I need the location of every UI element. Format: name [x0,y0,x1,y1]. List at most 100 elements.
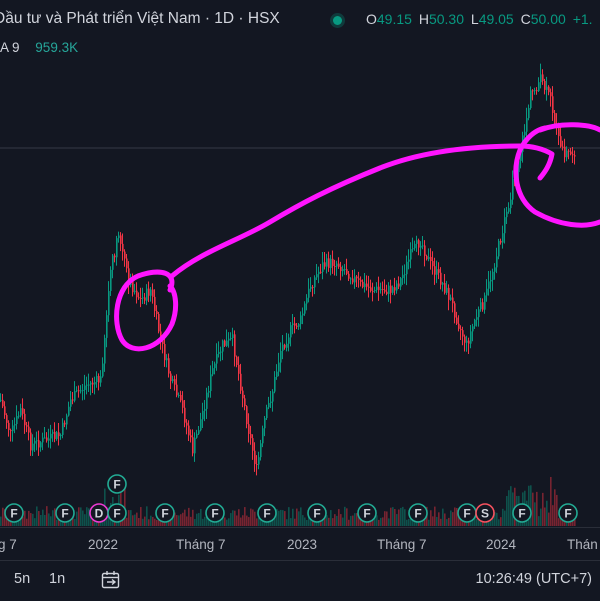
range-1y-button[interactable]: 1n [49,571,66,587]
candle-body [204,408,206,411]
time-axis[interactable]: g 7 2022 Tháng 7 2023 Tháng 7 2024 Thán [0,527,600,560]
candle-body [382,289,384,291]
volume-bar [306,519,308,526]
candle-body [156,311,158,315]
candle-body [50,433,52,439]
split-marker[interactable]: S [475,503,495,523]
candle-body [428,256,430,260]
volume-bar [430,510,432,526]
candle-body [384,289,386,292]
candle-body [0,399,2,401]
range-5y-button[interactable]: 5n [14,571,31,587]
event-markers[interactable]: F F D FFF F F F F F F S F F [4,474,578,523]
candle-body [236,356,238,365]
earnings-marker[interactable]: F [512,503,532,523]
candle-body [460,328,462,331]
volume-bar [52,510,54,526]
earnings-marker[interactable]: F [357,503,377,523]
earnings-marker[interactable]: F [107,503,127,523]
candle-body [302,313,304,316]
candle-body [342,269,344,272]
candle-body [174,379,176,385]
candle-body [338,263,340,267]
candle-body [12,425,14,432]
earnings-marker[interactable]: F [408,503,428,523]
volume-bar [78,507,80,526]
volume-bar [562,517,564,526]
volume-bar [154,518,156,526]
marker-circle [257,503,277,523]
candle-body [168,358,170,374]
earnings-marker[interactable]: F [205,503,225,523]
volume-bar [500,517,502,526]
candle-body [364,283,366,288]
candle-body [396,283,398,291]
candle-body [474,319,476,327]
volume-bar [76,511,78,526]
volume-bar [478,516,480,526]
earnings-marker[interactable]: F [107,474,127,494]
volume-bar [86,507,88,526]
candlestick-chart[interactable]: F F D FFF F F F F F F S F F [0,0,600,527]
market-status-dot-icon [333,16,342,25]
volume-bar [386,511,388,526]
dividend-marker[interactable]: D [89,503,109,523]
candle-body [318,271,320,275]
volume-bar [448,517,450,526]
earnings-marker[interactable]: F [457,503,477,523]
candle-body [438,269,440,273]
volume-bar [446,519,448,526]
volume-bar [138,518,140,526]
candle-body [216,354,218,364]
candle-body [282,344,284,351]
volume-bar [258,517,260,526]
earnings-marker[interactable]: F [307,503,327,523]
volume-bar [180,514,182,526]
marker-circle [107,503,127,523]
candle-body [546,86,548,90]
candle-body [134,290,136,293]
earnings-marker[interactable]: F [4,503,24,523]
volume-bar [450,510,452,526]
volume-bar [172,515,174,526]
volume-bar [278,510,280,526]
candle-body [98,375,100,383]
open-value: 49.15 [376,11,412,27]
candle-body [90,382,92,385]
candle-body [176,384,178,396]
volume-bar [100,519,102,526]
earnings-marker[interactable]: F [257,503,277,523]
candle-body [36,440,38,442]
volume-bar [504,510,506,526]
candle-body [360,279,362,282]
candle-body [178,394,180,396]
volume-bar [90,512,92,526]
candle-body [24,413,26,426]
candle-body [16,416,18,425]
earnings-marker[interactable]: F [155,503,175,523]
volume-bar [224,517,226,526]
volume-bar [282,510,284,526]
candle-body [268,402,270,408]
candle-body [304,303,306,314]
calendar-arrow-icon[interactable] [100,569,122,591]
axis-label-jul-2021: g 7 [0,537,17,552]
candle-body [210,374,212,392]
candle-body [512,179,514,200]
candle-body [566,150,568,158]
volume-bar [184,509,186,526]
marker-circle [408,503,428,523]
candle-body [472,326,474,332]
candle-body [186,422,188,426]
earnings-marker[interactable]: F [558,503,578,523]
earnings-marker[interactable]: F [55,503,75,523]
candle-body [32,443,34,451]
clock-timezone[interactable]: 10:26:49 (UTC+7) [475,571,592,587]
candle-body [504,217,506,234]
marker-letter: F [161,507,168,521]
candle-body [476,317,478,320]
candle-body [330,258,332,268]
candle-body [466,340,468,343]
candle-body [306,297,308,304]
